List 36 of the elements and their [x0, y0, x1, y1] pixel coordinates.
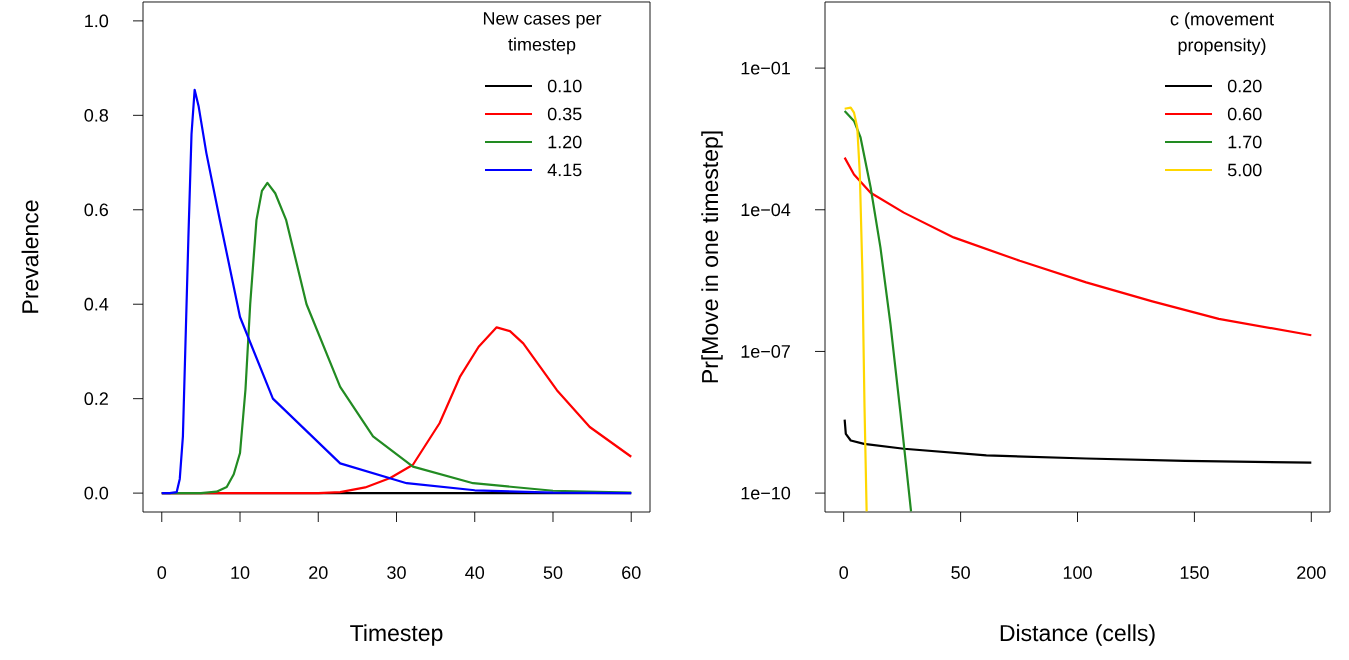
y-axis-title: Prevalence	[21, 200, 39, 313]
x-axis-title: Timestep	[350, 624, 443, 646]
x-tick-label: 10	[231, 566, 250, 579]
legend-title: New cases per timestep	[483, 12, 602, 55]
legend-title: c (movement propensity)	[1170, 12, 1274, 55]
x-tick-label: 0	[157, 566, 167, 579]
x-tick-label: 30	[387, 566, 406, 579]
x-tick-label: 20	[309, 566, 328, 579]
legend-label: 0.60	[1227, 107, 1262, 121]
y-tick-label: 0.8	[84, 108, 109, 122]
y-tick-label: 0.2	[84, 392, 108, 406]
x-tick-label: 40	[465, 566, 485, 579]
y-tick-label: 1e−07	[741, 345, 790, 358]
y-tick-label: 1.0	[85, 14, 109, 28]
legend-label: 5.00	[1227, 163, 1262, 177]
x-tick-label: 0	[839, 566, 849, 579]
x-tick-label: 50	[951, 566, 970, 579]
y-tick-label: 1e−10	[741, 486, 791, 500]
y-tick-label: 0.0	[84, 486, 109, 500]
x-tick-label: 60	[622, 566, 641, 579]
y-tick-label: 0.6	[84, 203, 109, 217]
y-tick-label: 0.4	[84, 297, 109, 311]
x-tick-label: 50	[543, 566, 563, 579]
legend-label: 1.20	[548, 135, 582, 149]
x-tick-label: 100	[1063, 566, 1092, 579]
x-axis-title: Distance (cells)	[1000, 624, 1155, 646]
legend-label: 0.35	[547, 107, 582, 121]
legend-label: 4.15	[547, 163, 582, 177]
x-tick-label: 150	[1180, 566, 1209, 579]
legend-label: 1.70	[1228, 135, 1262, 149]
y-axis-title: Pr[Move in one timestep]	[701, 131, 723, 383]
legend-label: 0.20	[1227, 79, 1262, 93]
y-tick-label: 1e−04	[741, 203, 791, 217]
legend-label: 0.10	[547, 79, 582, 93]
x-tick-label: 200	[1297, 566, 1326, 579]
y-tick-label: 1e−01	[741, 61, 790, 75]
